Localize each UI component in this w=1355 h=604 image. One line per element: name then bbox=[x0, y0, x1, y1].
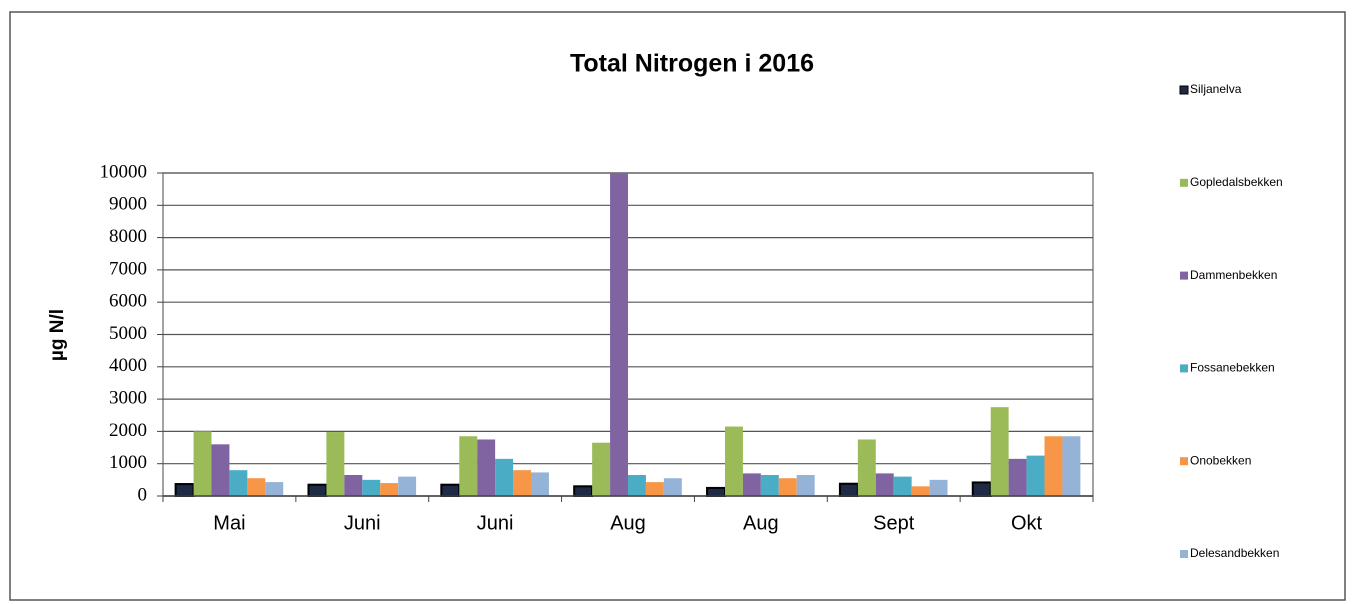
bar bbox=[495, 458, 514, 496]
y-tick-label: 4000 bbox=[109, 355, 147, 376]
bar bbox=[911, 486, 930, 496]
bar bbox=[380, 483, 399, 496]
x-tick-label: Juni bbox=[477, 512, 514, 534]
y-tick-label: 9000 bbox=[109, 194, 147, 215]
y-tick-label: 1000 bbox=[109, 452, 147, 473]
bar bbox=[265, 482, 284, 496]
legend-swatch bbox=[1180, 550, 1188, 558]
bar bbox=[778, 478, 797, 496]
bar bbox=[229, 470, 248, 496]
y-tick-label: 7000 bbox=[109, 258, 147, 279]
y-tick-label: 6000 bbox=[109, 291, 147, 312]
chart-title: Total Nitrogen i 2016 bbox=[570, 50, 814, 78]
y-axis-label: µg N/l bbox=[47, 309, 68, 361]
legend-label: Gopledalsbekken bbox=[1190, 175, 1283, 189]
bar bbox=[929, 479, 948, 496]
bar bbox=[796, 475, 815, 496]
legend-swatch bbox=[1179, 85, 1189, 95]
bar bbox=[440, 483, 461, 498]
bar bbox=[362, 479, 381, 496]
y-tick-label: 10000 bbox=[100, 161, 148, 182]
bar bbox=[1008, 458, 1027, 496]
bar bbox=[724, 426, 743, 496]
legend-label: Siljanelva bbox=[1190, 82, 1242, 96]
bar bbox=[706, 486, 726, 497]
bar bbox=[211, 444, 230, 496]
bar bbox=[247, 478, 266, 496]
bar bbox=[971, 481, 992, 497]
bar bbox=[610, 173, 628, 496]
bar bbox=[174, 483, 195, 498]
x-tick-label: Aug bbox=[743, 512, 779, 534]
bar bbox=[193, 431, 212, 496]
bar bbox=[326, 432, 345, 496]
bar bbox=[573, 485, 594, 497]
bar bbox=[531, 472, 549, 496]
x-tick-label: Aug bbox=[610, 512, 646, 534]
bar bbox=[742, 473, 761, 496]
bar bbox=[875, 473, 894, 496]
bar bbox=[459, 436, 478, 496]
bar bbox=[307, 483, 328, 498]
bar bbox=[1062, 436, 1081, 496]
legend-label: Fossanebekken bbox=[1190, 361, 1275, 375]
y-tick-label: 0 bbox=[138, 484, 148, 505]
bar bbox=[1026, 455, 1045, 496]
bar bbox=[344, 475, 363, 496]
legend-swatch bbox=[1180, 178, 1188, 187]
bar bbox=[893, 476, 912, 496]
x-tick-label: Sept bbox=[873, 512, 915, 534]
legend-swatch bbox=[1180, 457, 1188, 466]
y-tick-label: 2000 bbox=[109, 420, 147, 441]
bar bbox=[1044, 436, 1063, 496]
bar bbox=[513, 470, 532, 496]
bar bbox=[628, 475, 646, 496]
legend-label: Onobekken bbox=[1190, 453, 1251, 467]
bar bbox=[398, 476, 417, 496]
y-tick-label: 5000 bbox=[109, 323, 147, 344]
bar bbox=[857, 439, 876, 496]
bar bbox=[990, 407, 1009, 496]
legend-label: Delesandbekken bbox=[1190, 546, 1279, 560]
bar bbox=[645, 482, 664, 496]
legend-label: Dammenbekken bbox=[1190, 268, 1277, 282]
bar bbox=[760, 475, 779, 496]
x-tick-label: Okt bbox=[1011, 512, 1043, 534]
y-tick-label: 8000 bbox=[109, 226, 147, 247]
x-tick-label: Juni bbox=[344, 512, 381, 534]
x-tick-label: Mai bbox=[213, 512, 245, 534]
bar bbox=[477, 439, 496, 496]
legend-swatch bbox=[1180, 364, 1188, 373]
bar bbox=[663, 478, 682, 496]
y-tick-label: 3000 bbox=[109, 387, 147, 408]
legend-swatch bbox=[1180, 271, 1188, 280]
bar bbox=[838, 482, 859, 498]
bar bbox=[592, 442, 611, 496]
